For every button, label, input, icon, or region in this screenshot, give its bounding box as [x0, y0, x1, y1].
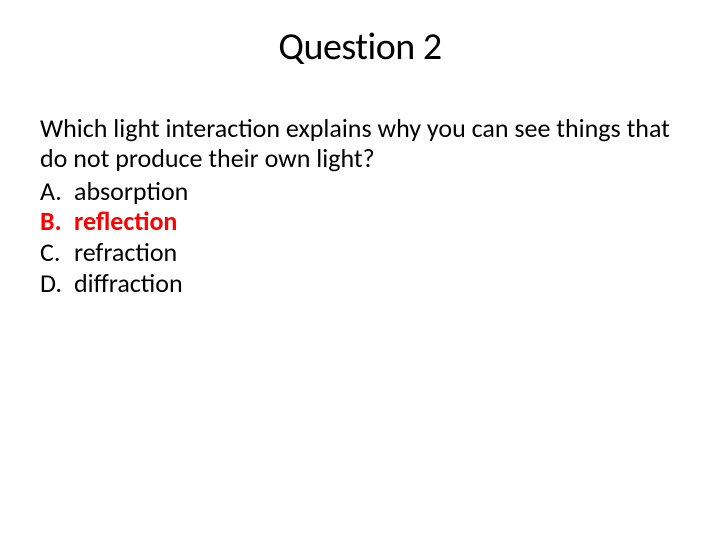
- option-row: B.reflection: [40, 206, 680, 237]
- option-letter: A.: [40, 176, 74, 207]
- slide: Question 2 Which light interaction expla…: [0, 0, 720, 540]
- option-row: C.refraction: [40, 237, 680, 268]
- option-text: reflection: [74, 206, 177, 237]
- option-text: absorption: [74, 176, 188, 207]
- option-letter: B.: [40, 206, 74, 237]
- option-letter: C.: [40, 237, 74, 268]
- question-body: Which light interaction explains why you…: [40, 114, 680, 298]
- option-letter: D.: [40, 268, 74, 299]
- option-row: A.absorption: [40, 176, 680, 207]
- question-title: Question 2: [40, 24, 680, 70]
- option-text: refraction: [74, 237, 177, 268]
- options-list: A.absorptionB.reflectionC.refractionD.di…: [40, 176, 680, 299]
- option-text: diffraction: [74, 268, 183, 299]
- option-row: D.diffraction: [40, 268, 680, 299]
- question-text: Which light interaction explains why you…: [40, 114, 680, 174]
